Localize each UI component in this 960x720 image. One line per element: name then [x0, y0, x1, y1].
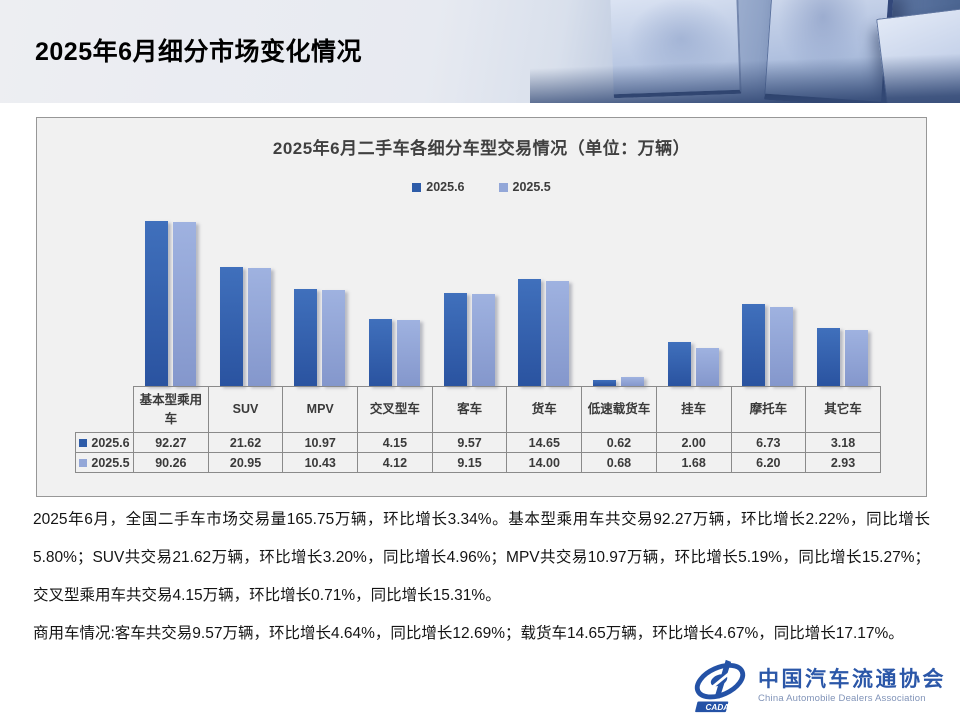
table-corner-cell	[76, 387, 134, 433]
value-2025.5-低速载货车: 0.68	[581, 452, 657, 473]
row-label-2025.5: 2025.5	[75, 452, 134, 473]
value-2025.6-交叉型车: 4.15	[357, 432, 433, 453]
value-2025.6-MPV: 10.97	[282, 432, 359, 453]
bar-2025.5-其它车	[845, 330, 869, 386]
legend-item-2025.5: 2025.5	[498, 180, 551, 194]
cada-logo-text: 中国汽车流通协会 China Automobile Dealers Associ…	[758, 667, 946, 704]
legend-swatch	[412, 182, 422, 192]
bar-2025.6-其它车	[817, 328, 841, 386]
value-2025.5-挂车: 1.68	[655, 452, 732, 473]
bar-2025.6-SUV	[219, 267, 243, 386]
bar-2025.6-低速载货车	[593, 380, 617, 386]
bar-2025.5-客车	[471, 294, 495, 386]
bar-group-低速载货车	[581, 118, 656, 386]
bar-2025.6-货车	[518, 279, 542, 386]
bar-group-MPV	[282, 118, 357, 386]
bar-group-货车	[507, 118, 582, 386]
value-2025.5-MPV: 10.43	[282, 452, 359, 473]
bar-2025.5-基本型乘用车	[172, 222, 196, 386]
cube-floor-shadow	[530, 53, 960, 103]
row-swatch	[79, 438, 88, 447]
value-2025.5-SUV: 20.95	[207, 452, 284, 473]
page-title: 2025年6月细分市场变化情况	[35, 38, 363, 66]
bar-group-其它车	[805, 118, 880, 386]
bar-group-客车	[432, 118, 507, 386]
value-2025.6-其它车: 3.18	[805, 432, 881, 453]
summary-text: 2025年6月，全国二手车市场交易量165.75万辆，环比增长3.34%。基本型…	[33, 501, 930, 653]
bar-2025.5-低速载货车	[621, 377, 645, 386]
cada-logo-icon: CADA	[694, 659, 746, 713]
bar-group-基本型乘用车	[133, 118, 208, 386]
bar-2025.5-摩托车	[770, 307, 794, 386]
bar-group-SUV	[208, 118, 283, 386]
bar-2025.6-客车	[443, 293, 467, 386]
value-2025.6-基本型乘用车: 92.27	[133, 432, 209, 453]
chart-data-table: 基本型乘用车 SUV MPV 交叉型车 客车 货车 低速载货车 挂车 摩托车 其它车 2025.6 9…	[75, 386, 881, 473]
summary-paragraph-commercial: 商用车情况:客车共交易9.57万辆，环比增长4.64%，同比增长12.69%；载…	[33, 625, 904, 642]
chart-legend: 2025.6 2025.5	[37, 180, 926, 194]
value-2025.5-货车: 14.00	[506, 452, 583, 473]
bar-group-交叉型车	[357, 118, 432, 386]
table-header-低速载货车: 低速载货车	[581, 386, 657, 433]
table-header-摩托车: 摩托车	[730, 386, 807, 433]
value-2025.6-客车: 9.57	[431, 432, 508, 453]
table-header-MPV: MPV	[282, 386, 359, 433]
row-label-2025.6: 2025.6	[75, 432, 134, 453]
value-2025.5-交叉型车: 4.12	[357, 452, 433, 473]
value-2025.5-其它车: 2.93	[805, 452, 881, 473]
chart-title: 2025年6月二手车各细分车型交易情况（单位：万辆）	[272, 139, 691, 158]
summary-paragraph-passenger: 2025年6月，全国二手车市场交易量165.75万辆，环比增长3.34%。基本型…	[33, 511, 930, 604]
bar-2025.5-SUV	[247, 268, 271, 386]
bar-group-摩托车	[731, 118, 806, 386]
table-header-基本型乘用车: 基本型乘用车	[133, 386, 209, 433]
table-header-挂车: 挂车	[655, 386, 732, 433]
bar-2025.6-挂车	[667, 342, 691, 386]
value-2025.6-挂车: 2.00	[655, 432, 732, 453]
legend-swatch	[498, 182, 508, 192]
cada-badge	[695, 701, 729, 713]
value-2025.5-客车: 9.15	[431, 452, 508, 473]
table-row-2025.6: 2025.6 92.27 21.62 10.97 4.15 9.57 14.65 0.62 2.…	[75, 432, 881, 453]
svg-text:CADA: CADA	[706, 703, 730, 712]
table-header-货车: 货车	[506, 386, 583, 433]
value-2025.5-基本型乘用车: 90.26	[133, 452, 209, 473]
bar-2025.5-交叉型车	[396, 320, 420, 386]
bar-2025.6-交叉型车	[368, 319, 392, 386]
value-2025.6-货车: 14.65	[506, 432, 583, 453]
org-name-english: China Automobile Dealers Association	[758, 692, 926, 704]
bar-2025.6-基本型乘用车	[144, 221, 168, 386]
table-header-SUV: SUV	[207, 386, 284, 433]
bar-2025.6-摩托车	[742, 304, 766, 386]
value-2025.5-摩托车: 6.20	[730, 452, 807, 473]
value-2025.6-低速载货车: 0.62	[581, 432, 657, 453]
chart-panel: 2025年6月二手车各细分车型交易情况（单位：万辆） 2025.6 2025.5 …	[36, 117, 927, 497]
bar-plot-area	[133, 118, 880, 386]
bar-2025.5-MPV	[322, 290, 346, 386]
value-2025.6-摩托车: 6.73	[730, 432, 807, 453]
slide-header: 2025年6月细分市场变化情况	[0, 0, 960, 103]
table-header-其它车: 其它车	[805, 386, 881, 433]
bar-2025.5-挂车	[695, 348, 719, 386]
cada-logo: CADA 中国汽车流通协会 China Automobile Dealers A…	[691, 658, 946, 714]
table-row-2025.5: 2025.5 90.26 20.95 10.43 4.12 9.15 14.00 0.68 1.…	[75, 452, 881, 473]
bar-2025.5-货车	[546, 281, 570, 386]
table-header-客车: 客车	[431, 386, 508, 433]
org-name-chinese: 中国汽车流通协会	[758, 667, 946, 692]
bar-2025.6-MPV	[294, 289, 318, 386]
row-swatch	[79, 458, 88, 467]
bar-group-挂车	[656, 118, 731, 386]
legend-item-2025.6: 2025.6	[412, 180, 465, 194]
value-2025.6-SUV: 21.62	[207, 432, 284, 453]
table-header-交叉型车: 交叉型车	[357, 386, 433, 433]
